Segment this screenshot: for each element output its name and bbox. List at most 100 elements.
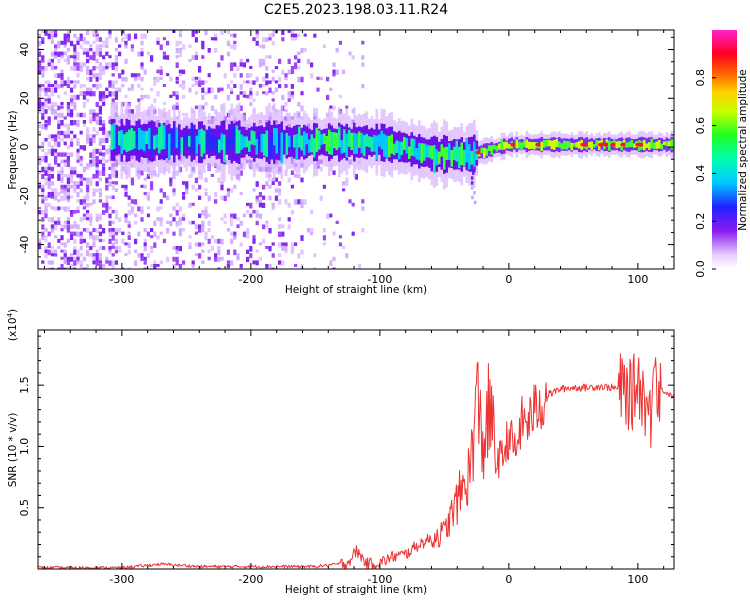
heatmap-cell	[207, 213, 211, 217]
heatmap-cell	[70, 210, 74, 215]
heatmap-cell	[108, 246, 112, 252]
heatmap-cell	[268, 246, 272, 252]
heatmap-cell	[205, 134, 209, 148]
heatmap-cell	[201, 260, 205, 264]
heatmap-cell	[66, 224, 70, 230]
heatmap-cell	[108, 116, 112, 121]
heatmap-cell	[60, 152, 64, 157]
heatmap-cell	[490, 145, 494, 155]
heatmap-cell	[460, 142, 464, 166]
heatmap-cell	[63, 152, 67, 157]
heatmap-cell	[92, 112, 96, 119]
heatmap-cell	[79, 174, 83, 180]
heatmap-cell	[95, 73, 99, 77]
heatmap-cell	[98, 170, 102, 176]
heatmap-cell	[178, 73, 182, 77]
heatmap-cell	[98, 253, 102, 257]
heatmap-cell	[41, 73, 45, 78]
heatmap-cell	[603, 143, 606, 150]
heatmap-cell	[175, 76, 179, 80]
heatmap-cell	[98, 105, 102, 111]
heatmap-cell	[73, 55, 77, 59]
heatmap-cell	[271, 253, 275, 258]
heatmap-cell	[303, 33, 307, 37]
heatmap-cell	[255, 199, 259, 204]
heatmap-cell	[258, 199, 262, 205]
heatmap-cell	[156, 174, 160, 178]
heatmap-cell	[38, 33, 42, 39]
heatmap-cell	[255, 139, 259, 155]
heatmap-cell	[172, 30, 176, 33]
heatmap-cell	[89, 246, 93, 250]
heatmap-cell	[262, 58, 266, 64]
heatmap-cell	[242, 94, 246, 98]
heatmap-cell	[172, 206, 176, 211]
heatmap-cell	[111, 235, 115, 241]
heatmap-cell	[108, 152, 112, 156]
heatmap-cell	[182, 94, 186, 99]
heatmap-cell	[57, 40, 61, 45]
heatmap-cell	[201, 210, 205, 216]
heatmap-cell	[60, 51, 64, 56]
heatmap-cell	[66, 184, 70, 189]
heatmap-cell	[89, 202, 93, 206]
heatmap-cell	[95, 120, 99, 125]
x-tick-label: -300	[109, 273, 134, 286]
heatmap-cell	[60, 177, 64, 183]
heatmap-cell	[204, 188, 208, 192]
heatmap-cell	[76, 120, 80, 125]
heatmap-cell	[159, 199, 163, 204]
heatmap-cell	[89, 181, 93, 187]
heatmap-cell	[92, 174, 96, 179]
heatmap-cell	[175, 102, 179, 106]
heatmap-cell	[204, 192, 208, 196]
heatmap-cell	[270, 133, 274, 159]
heatmap-cell	[210, 246, 214, 251]
heatmap-cell	[246, 249, 250, 254]
heatmap-cell	[124, 76, 128, 82]
heatmap-cell	[239, 192, 243, 196]
heatmap-cell	[323, 133, 326, 144]
heatmap-cell	[47, 148, 51, 155]
heatmap-cell	[297, 51, 301, 55]
heatmap-cell	[143, 69, 147, 75]
heatmap-cell	[105, 206, 109, 211]
heatmap-cell	[92, 33, 96, 37]
heatmap-cell	[63, 224, 67, 230]
heatmap-cell	[47, 80, 51, 85]
heatmap-cell	[57, 170, 61, 176]
heatmap-cell	[60, 73, 64, 79]
heatmap-cell	[338, 126, 341, 148]
heatmap-cell	[188, 242, 192, 247]
heatmap-cell	[175, 249, 179, 255]
heatmap-cell	[255, 181, 259, 187]
heatmap-cell	[102, 210, 106, 215]
heatmap-cell	[287, 69, 291, 75]
heatmap-cell	[50, 188, 54, 194]
heatmap-cell	[111, 91, 115, 97]
heatmap-cell	[38, 238, 42, 244]
heatmap-cell	[95, 66, 99, 70]
heatmap-cell	[300, 249, 304, 255]
heatmap-cell	[60, 76, 64, 81]
heatmap-cell	[281, 94, 285, 101]
heatmap-cell	[89, 213, 93, 219]
heatmap-cell	[134, 76, 138, 81]
heatmap-cell	[565, 141, 569, 150]
y-tick-label: -20	[18, 187, 31, 205]
heatmap-cell	[70, 40, 74, 47]
heatmap-cell	[220, 195, 224, 201]
heatmap-cell	[82, 62, 86, 67]
heatmap-cell	[54, 55, 58, 59]
heatmap-cell	[92, 238, 96, 243]
heatmap-cell	[79, 112, 83, 118]
heatmap-cell	[287, 58, 291, 65]
heatmap-cell	[249, 102, 253, 107]
heatmap-cell	[290, 170, 294, 175]
heatmap-cell	[345, 177, 349, 183]
heatmap-cell	[50, 138, 54, 142]
heatmap-cell	[153, 98, 157, 104]
snr-y-multiplier: (x104)	[6, 309, 19, 341]
heatmap-cell	[194, 242, 198, 247]
heatmap-cell	[98, 76, 102, 80]
